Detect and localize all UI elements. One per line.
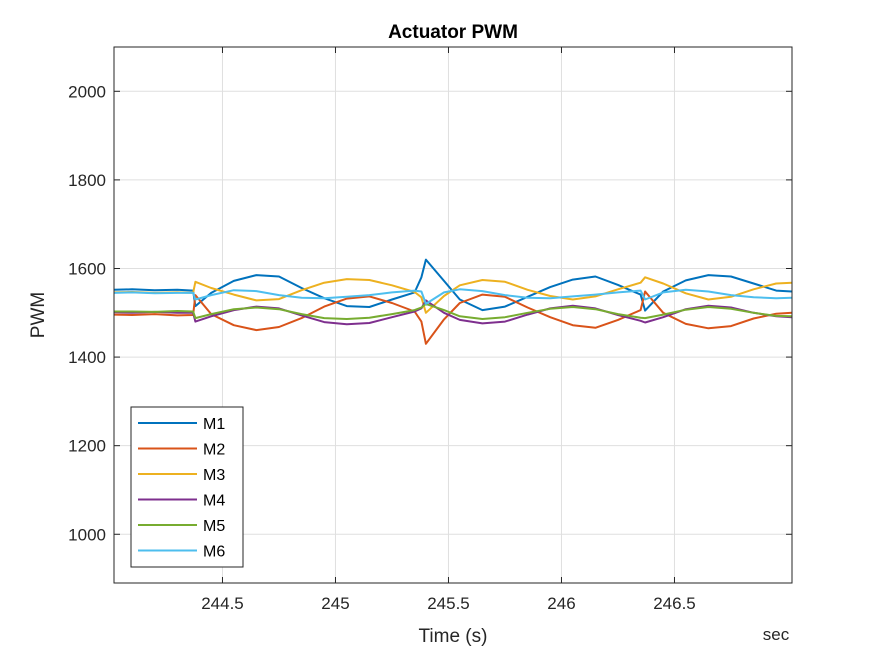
y-tick-label: 1800 <box>68 171 106 190</box>
chart-title: Actuator PWM <box>388 22 518 43</box>
x-unit-label: sec <box>763 625 790 644</box>
x-tick-label: 246 <box>547 594 575 613</box>
x-tick-label: 246.5 <box>653 594 696 613</box>
legend-label-m6: M6 <box>203 544 225 561</box>
y-tick-label: 1200 <box>68 437 106 456</box>
legend-label-m2: M2 <box>203 442 225 459</box>
y-tick-label: 1000 <box>68 525 106 544</box>
legend: M1 M2 M3 M4 M5 M6 <box>130 406 244 568</box>
legend-box <box>130 406 244 568</box>
legend-label-m5: M5 <box>203 518 225 535</box>
y-tick-label: 1600 <box>68 259 106 278</box>
series-line-m5 <box>114 302 792 320</box>
series-line-m6 <box>114 288 792 305</box>
x-tick-label: 245.5 <box>427 594 470 613</box>
legend-label-m3: M3 <box>203 467 225 484</box>
ticks: 244.5 245 245.5 246 246.5 1000 1200 1400 1600 180… <box>68 47 792 613</box>
x-tick-label: 245 <box>321 594 349 613</box>
legend-label-m4: M4 <box>203 493 225 510</box>
y-tick-label: 1400 <box>68 348 106 367</box>
y-axis-label: PWM <box>28 292 49 338</box>
series-line-m3 <box>114 276 792 314</box>
legend-label-m1: M1 <box>203 416 225 433</box>
plot-border <box>113 46 793 584</box>
x-tick-label: 244.5 <box>201 594 244 613</box>
series-group <box>114 258 792 345</box>
x-axis-label: Time (s) <box>419 626 488 647</box>
y-tick-label: 2000 <box>68 82 106 101</box>
